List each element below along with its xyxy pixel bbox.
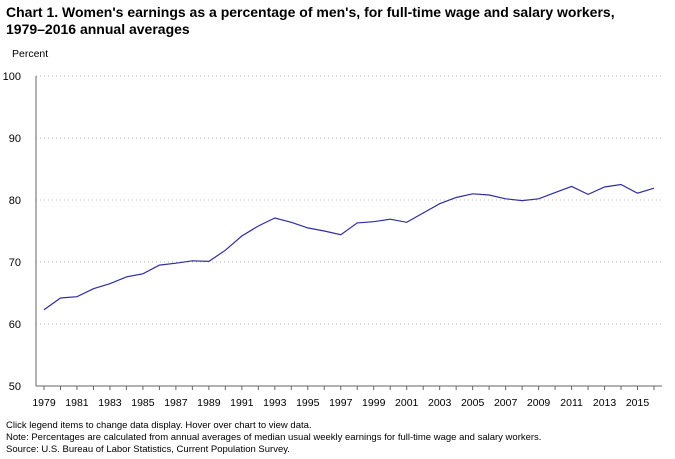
data-point-1981[interactable] bbox=[72, 292, 82, 302]
data-point-2003[interactable] bbox=[435, 199, 445, 209]
data-point-2001[interactable] bbox=[402, 217, 412, 227]
x-tick-label-2007: 2007 bbox=[494, 397, 518, 409]
source-text: Source: U.S. Bureau of Labor Statistics,… bbox=[6, 444, 290, 455]
y-tick-label-90: 90 bbox=[9, 133, 21, 145]
data-point-1984[interactable] bbox=[121, 272, 131, 282]
data-point-1995[interactable] bbox=[303, 223, 313, 233]
data-point-2009[interactable] bbox=[534, 194, 544, 204]
data-point-1988[interactable] bbox=[187, 256, 197, 266]
data-point-1980[interactable] bbox=[55, 293, 65, 303]
x-tick-label-1979: 1979 bbox=[32, 397, 56, 409]
x-tick-label-1991: 1991 bbox=[230, 397, 254, 409]
x-tick-label-1993: 1993 bbox=[263, 397, 287, 409]
data-point-1992[interactable] bbox=[253, 221, 263, 231]
x-tick-label-2003: 2003 bbox=[428, 397, 452, 409]
axes bbox=[35, 76, 662, 387]
data-point-1982[interactable] bbox=[88, 284, 98, 294]
data-point-2010[interactable] bbox=[550, 188, 560, 198]
x-tick-label-2005: 2005 bbox=[461, 397, 485, 409]
x-tick-label-1997: 1997 bbox=[329, 397, 353, 409]
data-point-2014[interactable] bbox=[616, 180, 626, 190]
x-tick-label-1981: 1981 bbox=[65, 397, 89, 409]
x-tick-label-2001: 2001 bbox=[395, 397, 419, 409]
y-tick-label-80: 80 bbox=[9, 195, 21, 207]
data-point-2006[interactable] bbox=[484, 190, 494, 200]
gridlines bbox=[36, 75, 662, 325]
data-point-2002[interactable] bbox=[418, 208, 428, 218]
x-axis-ticks: 1979 1981 1983 1985 1987 1989 1991 1993 1995 1997… bbox=[32, 386, 655, 409]
data-point-2004[interactable] bbox=[451, 193, 461, 203]
data-point-1999[interactable] bbox=[369, 217, 379, 227]
data-point-2013[interactable] bbox=[600, 182, 610, 192]
y-tick-label-50: 50 bbox=[9, 381, 21, 393]
data-point-1998[interactable] bbox=[352, 218, 362, 228]
data-point-2008[interactable] bbox=[517, 196, 527, 206]
x-tick-label-2009: 2009 bbox=[527, 397, 551, 409]
data-point-1989[interactable] bbox=[204, 256, 214, 266]
x-tick-label-1985: 1985 bbox=[131, 397, 155, 409]
y-axis-label: Percent bbox=[12, 48, 48, 60]
data-point-1987[interactable] bbox=[171, 258, 181, 268]
data-point-1983[interactable] bbox=[105, 279, 115, 289]
data-point-2011[interactable] bbox=[567, 181, 577, 191]
note-text: Note: Percentages are calculated from an… bbox=[6, 432, 542, 443]
chart-title-line-1: Chart 1. Women's earnings as a percentag… bbox=[6, 4, 615, 20]
y-tick-label-60: 60 bbox=[9, 319, 21, 331]
data-point-1996[interactable] bbox=[319, 226, 329, 236]
chart-notes: Click legend items to change data displa… bbox=[6, 420, 671, 456]
y-axis-ticks: 50 60 70 80 90 100 bbox=[3, 71, 21, 393]
x-tick-label-2015: 2015 bbox=[626, 397, 650, 409]
data-point-1979[interactable] bbox=[39, 305, 49, 315]
x-tick-label-1995: 1995 bbox=[296, 397, 320, 409]
chart-title-line-2: 1979–2016 annual averages bbox=[6, 21, 190, 37]
data-point-1986[interactable] bbox=[154, 260, 164, 270]
interaction-hint: Click legend items to change data displa… bbox=[6, 420, 312, 431]
data-point-2015[interactable] bbox=[633, 188, 643, 198]
data-point-2005[interactable] bbox=[468, 189, 478, 199]
x-tick-label-1983: 1983 bbox=[98, 397, 122, 409]
data-point-2000[interactable] bbox=[385, 214, 395, 224]
data-point-1997[interactable] bbox=[336, 230, 346, 240]
x-tick-label-2013: 2013 bbox=[593, 397, 617, 409]
data-point-1985[interactable] bbox=[138, 269, 148, 279]
data-point-1994[interactable] bbox=[286, 217, 296, 227]
data-point-1993[interactable] bbox=[270, 213, 280, 223]
data-point-2016[interactable] bbox=[649, 183, 659, 193]
data-point-2012[interactable] bbox=[583, 189, 593, 199]
data-point-1991[interactable] bbox=[237, 231, 247, 241]
x-tick-label-1989: 1989 bbox=[197, 397, 221, 409]
data-point-1990[interactable] bbox=[220, 245, 230, 255]
y-tick-label-100: 100 bbox=[3, 71, 21, 83]
x-tick-label-1999: 1999 bbox=[362, 397, 386, 409]
series-line-earnings-ratio[interactable] bbox=[43, 183, 655, 311]
x-tick-label-2011: 2011 bbox=[560, 397, 583, 409]
y-tick-label-70: 70 bbox=[9, 257, 21, 269]
chart-title: Chart 1. Women's earnings as a percentag… bbox=[6, 4, 666, 38]
data-point-2007[interactable] bbox=[501, 194, 511, 204]
x-tick-label-1987: 1987 bbox=[164, 397, 188, 409]
